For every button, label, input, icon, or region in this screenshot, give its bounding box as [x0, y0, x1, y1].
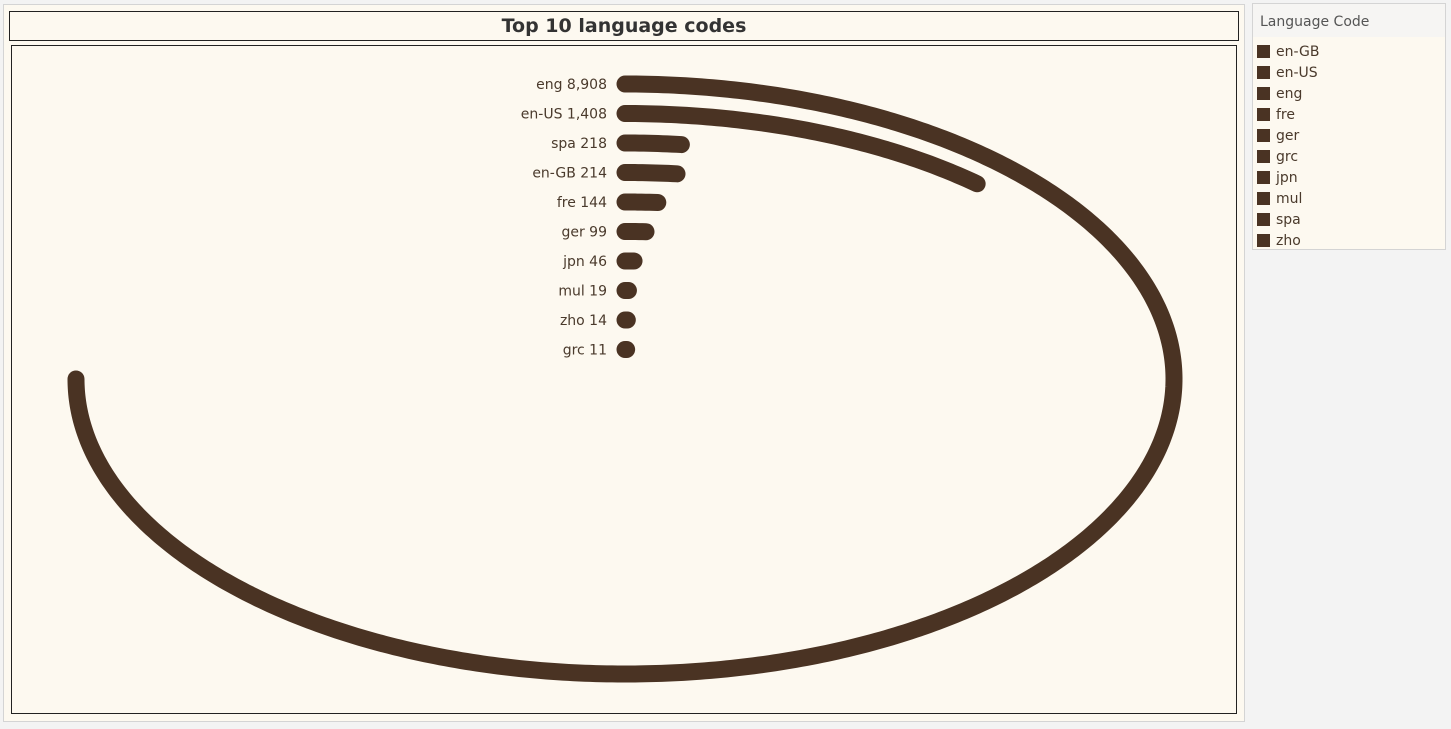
- legend-swatch: [1257, 108, 1270, 121]
- legend-swatch: [1257, 192, 1270, 205]
- legend-swatch: [1257, 171, 1270, 184]
- bar-label-fre: fre 144: [557, 195, 607, 211]
- legend-title: Language Code: [1253, 4, 1445, 37]
- chart-title-box: Top 10 language codes: [9, 11, 1239, 41]
- legend-label: eng: [1276, 85, 1303, 102]
- legend-item[interactable]: eng: [1257, 83, 1445, 104]
- chart-title: Top 10 language codes: [501, 15, 747, 37]
- legend-label: grc: [1276, 148, 1299, 165]
- legend-label: fre: [1276, 106, 1295, 123]
- legend-label: spa: [1276, 211, 1301, 228]
- legend-item[interactable]: fre: [1257, 104, 1445, 125]
- legend-label: ger: [1276, 127, 1300, 144]
- bar-label-en-GB: en-GB 214: [532, 166, 607, 182]
- legend-label: en-GB: [1276, 43, 1320, 60]
- dashboard: Top 10 language codes eng 8,908 en-US 1,4…: [3, 4, 1245, 722]
- legend-item[interactable]: spa: [1257, 209, 1445, 230]
- bar-eng[interactable]: [67, 75, 1183, 683]
- legend-item[interactable]: en-GB: [1257, 41, 1445, 62]
- bar-spa[interactable]: [616, 134, 690, 154]
- legend-label: en-US: [1276, 64, 1318, 81]
- legend-item[interactable]: jpn: [1257, 167, 1445, 188]
- legend-label: mul: [1276, 190, 1303, 207]
- bar-fre[interactable]: [616, 193, 667, 212]
- bar-label-spa: spa 218: [551, 136, 607, 152]
- legend-swatch: [1257, 66, 1270, 79]
- radial-bar-chart: eng 8,908 en-US 1,408 spa 218 en-GB 214 fre …: [67, 75, 1183, 683]
- legend-label: zho: [1276, 232, 1301, 249]
- plot-area: eng 8,908 en-US 1,408 spa 218 en-GB 214 fre …: [11, 45, 1237, 714]
- legend-item[interactable]: en-US: [1257, 62, 1445, 83]
- legend-item[interactable]: mul: [1257, 188, 1445, 209]
- legend-list: en-GB en-US eng fre ger grc jpn mul: [1253, 37, 1445, 251]
- legend-label: jpn: [1276, 169, 1298, 186]
- legend-swatch: [1257, 234, 1270, 247]
- legend-item[interactable]: grc: [1257, 146, 1445, 167]
- legend-item[interactable]: ger: [1257, 125, 1445, 146]
- bar-label-jpn: jpn 46: [562, 254, 607, 270]
- legend-swatch: [1257, 150, 1270, 163]
- legend-swatch: [1257, 213, 1270, 226]
- bar-label-eng: eng 8,908: [536, 77, 607, 93]
- legend-item[interactable]: zho: [1257, 230, 1445, 251]
- legend-swatch: [1257, 129, 1270, 142]
- color-legend[interactable]: Language Code en-GB en-US eng fre ger gr…: [1252, 3, 1446, 250]
- bar-en-US[interactable]: [616, 105, 986, 193]
- legend-swatch: [1257, 45, 1270, 58]
- bar-label-ger: ger 99: [561, 225, 607, 241]
- bar-label-mul: mul 19: [558, 284, 607, 300]
- bar-en-GB[interactable]: [616, 164, 686, 183]
- bar-label-grc: grc 11: [563, 343, 607, 359]
- bar-label-en-US: en-US 1,408: [521, 107, 607, 123]
- legend-swatch: [1257, 87, 1270, 100]
- bar-label-zho: zho 14: [560, 313, 607, 329]
